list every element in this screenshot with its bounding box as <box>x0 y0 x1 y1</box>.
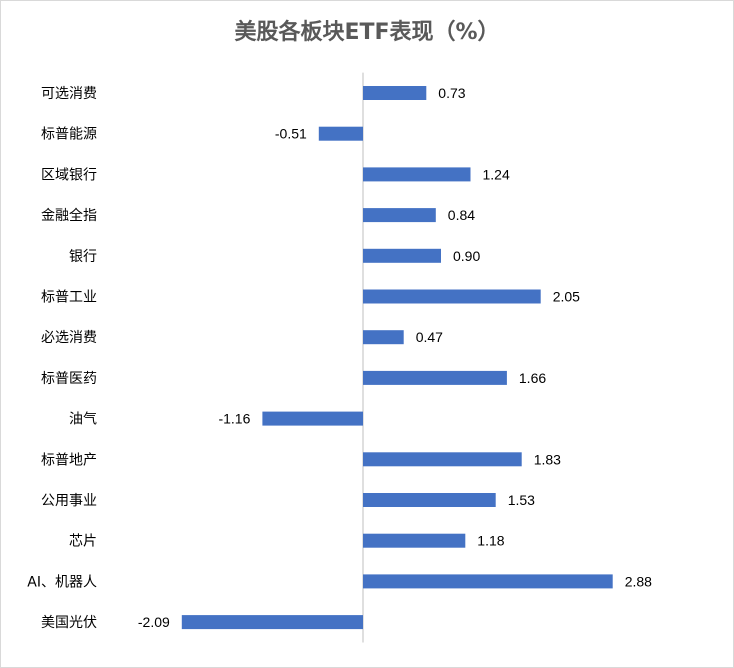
data-label: 1.53 <box>508 492 535 508</box>
data-label: 2.05 <box>553 289 580 305</box>
bar-5 <box>363 289 541 304</box>
category-label: 油气 <box>69 412 97 428</box>
category-label: 必选消费 <box>41 330 97 346</box>
category-label: 可选消费 <box>41 86 97 102</box>
bar-11 <box>363 533 466 548</box>
data-label: 0.90 <box>453 248 480 264</box>
data-label: 0.73 <box>438 85 465 101</box>
category-label: 美国光伏 <box>41 615 97 631</box>
category-label: 芯片 <box>69 534 97 550</box>
category-label: 区域银行 <box>41 167 97 183</box>
category-label: 公用事业 <box>41 493 97 509</box>
bar-0 <box>363 86 427 100</box>
category-label: 银行 <box>69 249 97 265</box>
bar-7 <box>363 370 507 385</box>
bar-2 <box>363 167 471 182</box>
bar-12 <box>363 574 613 589</box>
data-label: 1.66 <box>519 370 546 386</box>
data-label: 1.18 <box>477 533 504 549</box>
data-label: 2.88 <box>625 573 652 589</box>
data-label: 0.47 <box>416 329 443 345</box>
bar-6 <box>363 330 404 345</box>
bar-1 <box>318 126 363 141</box>
bar-8 <box>262 411 363 426</box>
category-label: 标普医药 <box>41 371 97 387</box>
category-label: 标普地产 <box>41 452 97 468</box>
bar-4 <box>363 248 441 263</box>
data-label: -1.16 <box>218 411 250 427</box>
category-label: 金融全指 <box>41 207 97 224</box>
category-label: AI、机器人 <box>27 574 97 590</box>
data-label: 1.83 <box>534 451 561 467</box>
bar-9 <box>363 452 522 467</box>
data-label: 0.84 <box>448 207 475 223</box>
category-label: 标普能源 <box>41 127 97 143</box>
bar-3 <box>363 208 436 223</box>
data-label: -2.09 <box>138 614 170 630</box>
bar-13 <box>181 615 363 630</box>
bar-10 <box>363 493 496 507</box>
data-label: -0.51 <box>275 126 307 142</box>
chart-title: 美股各板块ETF表现（%） <box>234 20 500 45</box>
category-label: 标普工业 <box>41 290 97 306</box>
data-label: 1.24 <box>483 166 510 182</box>
